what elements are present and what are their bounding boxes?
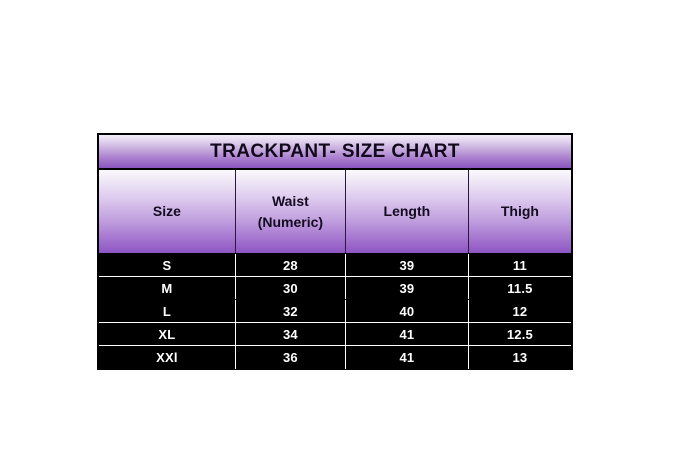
column-header-waist: Waist (Numeric) xyxy=(236,170,346,253)
page-title: TRACKPANT- SIZE CHART xyxy=(210,140,460,162)
table-row: S 28 39 11 xyxy=(99,254,571,277)
table-row: M 30 39 11.5 xyxy=(99,277,571,300)
column-header-thigh-label: Thigh xyxy=(500,203,539,219)
cell-size: XL xyxy=(99,323,236,345)
table-body: S 28 39 11 M 30 39 11.5 L 32 40 12 XL 34… xyxy=(99,254,571,369)
cell-length: 40 xyxy=(346,300,469,322)
column-header-length-label: Length xyxy=(383,203,431,219)
table-header-row: Size Waist (Numeric) Length Thigh xyxy=(99,170,571,254)
table-row: L 32 40 12 xyxy=(99,300,571,323)
column-header-size: Size xyxy=(99,170,236,253)
cell-length: 41 xyxy=(346,346,469,369)
column-header-length: Length xyxy=(346,170,469,253)
column-header-size-label: Size xyxy=(152,203,181,219)
cell-thigh: 11 xyxy=(512,257,527,273)
cell-thigh: 11.5 xyxy=(507,280,533,296)
cell-thigh: 12 xyxy=(512,303,528,319)
column-header-waist-label: Waist xyxy=(271,192,309,209)
cell-size: S xyxy=(99,254,236,276)
table-row: XL 34 41 12.5 xyxy=(99,323,571,346)
cell-waist: 32 xyxy=(236,300,346,322)
cell-size: M xyxy=(99,277,236,299)
cell-length: 39 xyxy=(346,254,469,276)
cell-waist: 36 xyxy=(236,346,346,369)
cell-size: XXl xyxy=(99,346,236,369)
table-row: XXl 36 41 13 xyxy=(99,346,571,369)
column-header-thigh: Thigh xyxy=(469,170,571,253)
size-chart-table: TRACKPANT- SIZE CHART Size Waist (Numeri… xyxy=(97,133,573,370)
cell-length: 41 xyxy=(346,323,469,345)
size-chart-title-bar: TRACKPANT- SIZE CHART xyxy=(99,135,571,170)
cell-length: 39 xyxy=(346,277,469,299)
cell-size: L xyxy=(99,300,236,322)
cell-thigh: 13 xyxy=(512,350,528,365)
cell-waist: 28 xyxy=(236,254,346,276)
column-header-waist-sublabel: (Numeric) xyxy=(257,213,324,230)
cell-waist: 34 xyxy=(236,323,346,345)
cell-thigh: 12.5 xyxy=(506,326,533,342)
cell-waist: 30 xyxy=(236,277,346,299)
